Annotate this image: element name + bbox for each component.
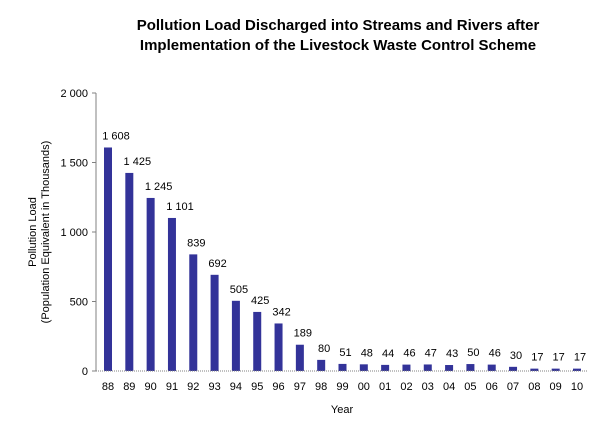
- bar-08: [530, 368, 539, 371]
- data-label-08: 17: [531, 352, 543, 364]
- data-label-93: 692: [208, 258, 226, 270]
- data-label-96: 342: [272, 306, 290, 318]
- bar-95: [253, 311, 262, 371]
- x-tick-label: 04: [443, 381, 455, 393]
- x-tick-label: 02: [400, 381, 412, 393]
- x-tick-label: 88: [102, 381, 114, 393]
- y-axis-subtitle: (Population Equivalent in Thousands): [40, 141, 52, 324]
- x-axis-title: Year: [331, 404, 354, 416]
- data-label-05: 50: [467, 347, 479, 359]
- data-label-91: 1 101: [166, 201, 194, 213]
- chart-title-line-1: Pollution Load Discharged into Streams a…: [137, 17, 540, 34]
- bar-01: [381, 364, 390, 371]
- bar-88: [104, 147, 112, 371]
- x-tick-label: 93: [208, 381, 220, 393]
- x-tick-label: 99: [336, 381, 348, 393]
- data-label-95: 425: [251, 295, 269, 307]
- bar-92: [189, 254, 198, 371]
- data-label-99: 51: [339, 347, 351, 359]
- bar-02: [402, 364, 411, 371]
- bar-91: [167, 217, 176, 371]
- data-label-00: 48: [361, 347, 373, 359]
- data-label-03: 47: [425, 347, 437, 359]
- x-tick-label: 97: [294, 381, 306, 393]
- bar-09: [551, 368, 560, 371]
- data-label-04: 43: [446, 348, 458, 360]
- data-label-94: 505: [230, 284, 248, 296]
- x-tick-label: 06: [486, 381, 498, 393]
- x-tick-label: 00: [358, 381, 370, 393]
- bar-90: [146, 197, 155, 371]
- bar-03: [423, 364, 432, 371]
- data-label-06: 46: [489, 348, 501, 360]
- y-axis-title: Pollution Load: [27, 197, 39, 267]
- data-label-88: 1 608: [102, 130, 130, 142]
- bar-04: [445, 365, 454, 371]
- data-label-09: 17: [553, 352, 565, 364]
- x-tick-label: 95: [251, 381, 263, 393]
- bar-94: [231, 300, 240, 371]
- y-tick-label: 1 500: [60, 158, 88, 170]
- bar-89: [125, 172, 134, 371]
- bar-10: [573, 368, 581, 371]
- data-label-90: 1 245: [145, 181, 173, 193]
- x-tick-label: 09: [550, 381, 562, 393]
- x-tick-label: 98: [315, 381, 327, 393]
- data-label-97: 189: [294, 328, 312, 340]
- bar-00: [359, 364, 368, 371]
- bar-07: [509, 366, 518, 371]
- x-tick-label: 10: [571, 381, 583, 393]
- y-tick-label: 0: [82, 366, 88, 378]
- x-tick-label: 90: [145, 381, 157, 393]
- y-axis-label: Pollution Load (Population Equivalent in…: [27, 141, 52, 324]
- data-label-10: 17: [574, 352, 586, 364]
- bar-96: [274, 323, 283, 371]
- bar-98: [317, 359, 326, 371]
- x-tick-label: 01: [379, 381, 391, 393]
- bar-99: [338, 363, 347, 371]
- y-tick-label: 500: [70, 297, 88, 309]
- bar-06: [487, 364, 496, 371]
- x-tick-label: 07: [507, 381, 519, 393]
- x-tick-label: 03: [422, 381, 434, 393]
- bar-97: [295, 344, 304, 371]
- chart-title-line-2: Implementation of the Livestock Waste Co…: [140, 37, 536, 54]
- bar-93: [210, 274, 219, 371]
- x-tick-label: 89: [123, 381, 135, 393]
- x-tick-label: 92: [187, 381, 199, 393]
- data-label-92: 839: [187, 237, 205, 249]
- data-label-02: 46: [403, 348, 415, 360]
- bar-05: [466, 364, 475, 371]
- x-tick-label: 94: [230, 381, 242, 393]
- y-tick-label: 2 000: [60, 88, 88, 100]
- data-label-98: 80: [318, 343, 330, 355]
- data-label-01: 44: [382, 348, 394, 360]
- x-tick-label: 08: [528, 381, 540, 393]
- x-tick-label: 96: [272, 381, 284, 393]
- x-tick-label: 05: [464, 381, 476, 393]
- data-label-89: 1 425: [124, 156, 152, 168]
- data-label-07: 30: [510, 350, 522, 362]
- y-tick-label: 1 000: [60, 227, 88, 239]
- x-tick-label: 91: [166, 381, 178, 393]
